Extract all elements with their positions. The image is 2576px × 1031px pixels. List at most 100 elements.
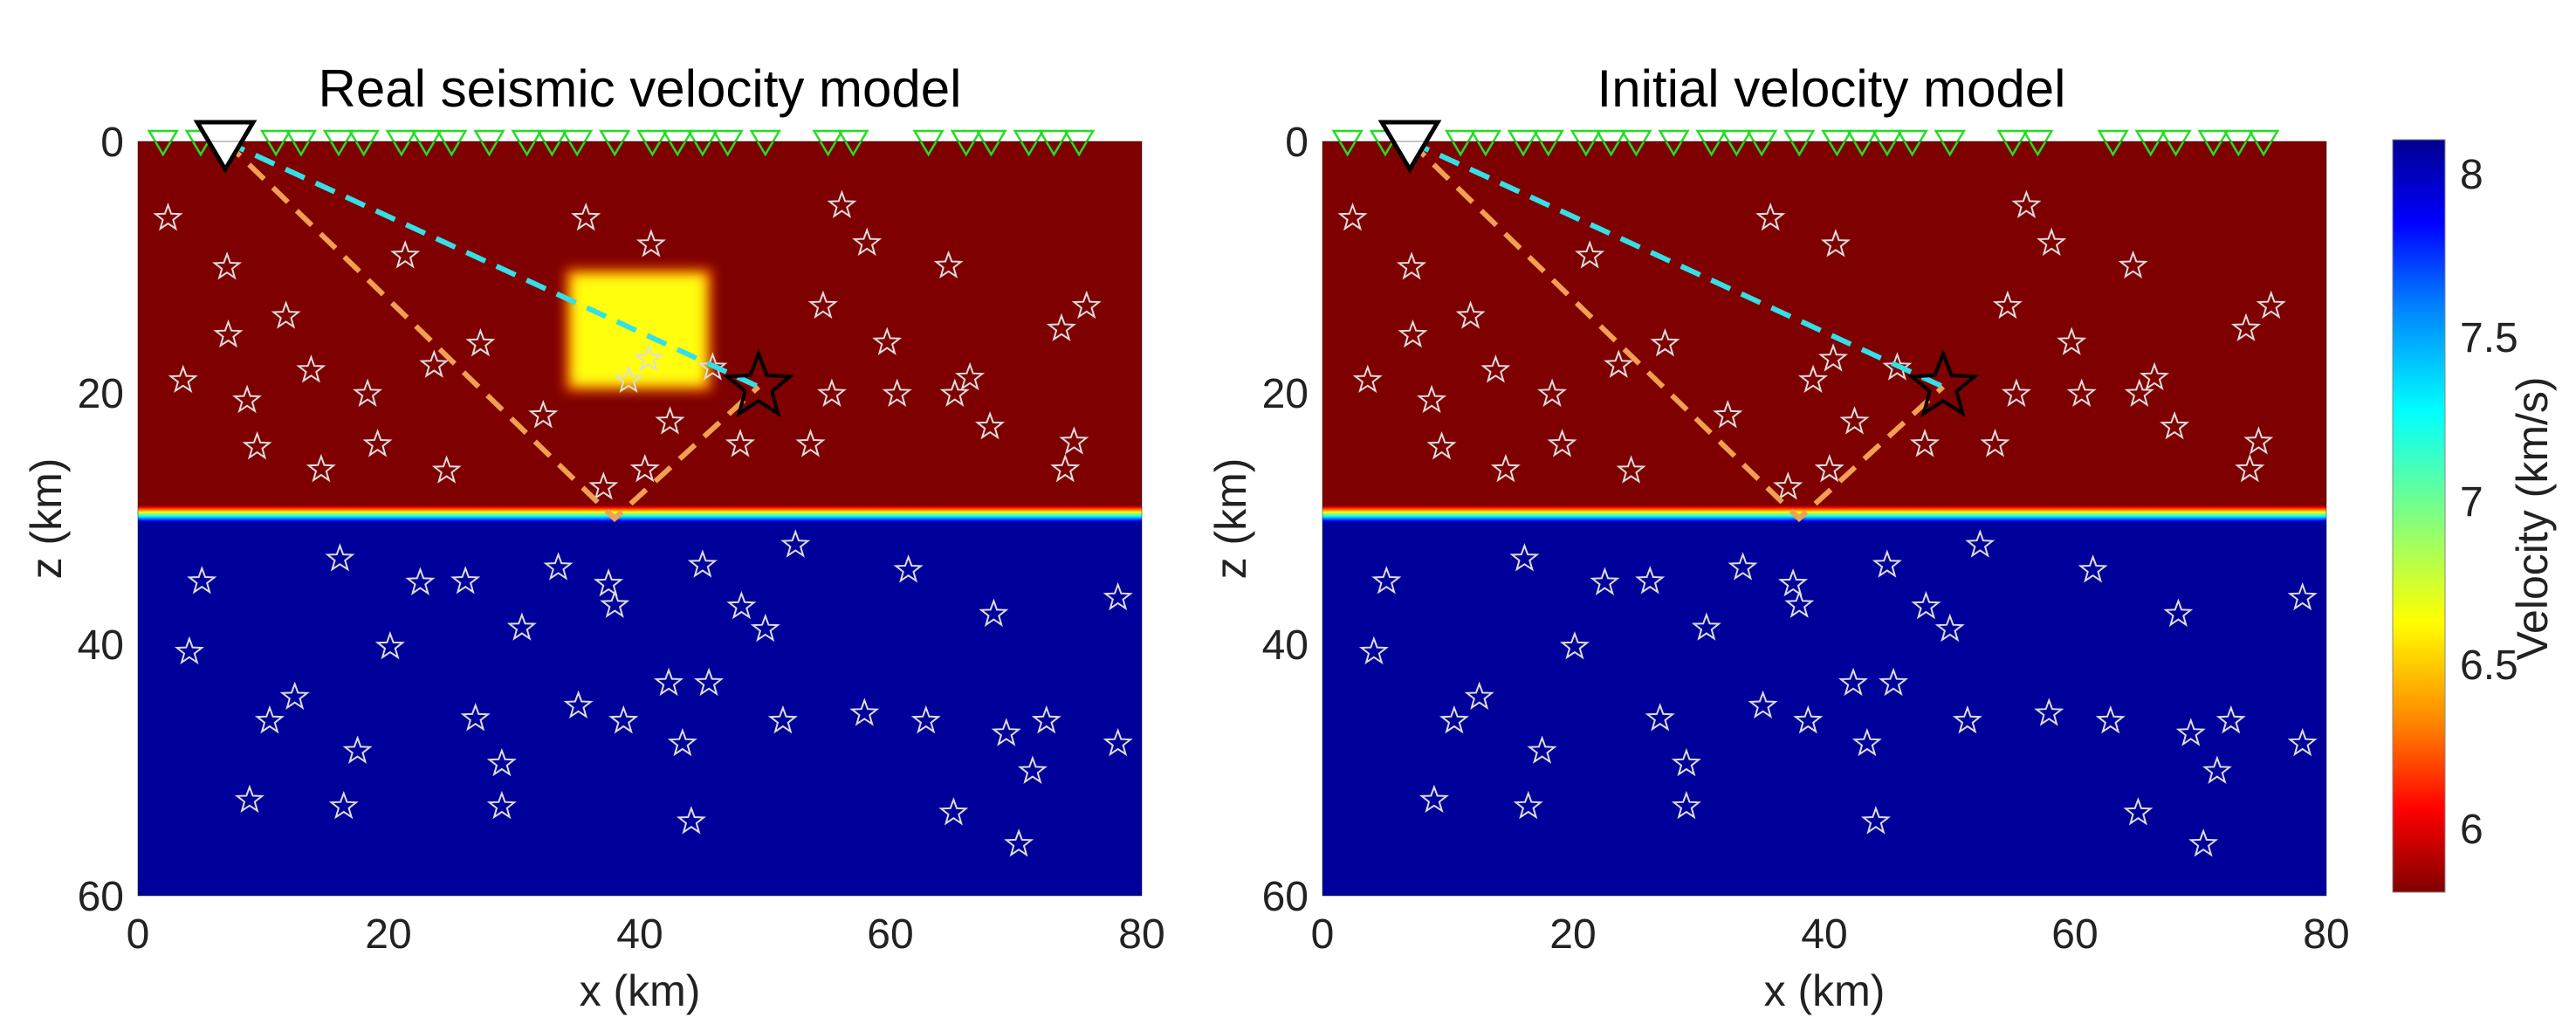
station-marker [812, 129, 844, 157]
event-star [767, 705, 798, 734]
reflected-ray [1407, 141, 1946, 523]
event-star [2215, 705, 2246, 734]
station-marker [1570, 129, 1603, 157]
event-star [543, 552, 574, 581]
event-star [1046, 313, 1077, 342]
station-marker [511, 129, 543, 157]
y-tick-label: 40 [1262, 622, 1309, 669]
event-star [667, 727, 697, 757]
station-marker [1996, 129, 2029, 157]
station-marker [2097, 129, 2129, 157]
y-tick-label: 60 [1262, 874, 1309, 920]
event-star [1992, 290, 2023, 320]
station-marker [410, 129, 443, 157]
y-axis-label: z (km) [1206, 458, 1255, 580]
event-star [2202, 755, 2232, 784]
colorbar-tick-label: 6.5 [2460, 643, 2518, 689]
station-marker [1595, 129, 1627, 157]
event-star [1547, 429, 1577, 457]
event-star [979, 598, 1009, 627]
event-star [1952, 705, 1982, 734]
event-star [1798, 364, 1829, 394]
station-marker [837, 129, 869, 157]
event-star [174, 636, 204, 665]
velocity-anomaly [566, 269, 711, 391]
event-star [1513, 790, 1543, 820]
station-marker [2222, 129, 2255, 157]
event-star [1872, 549, 1902, 578]
event-star [795, 429, 826, 457]
event-star [2011, 189, 2042, 218]
station-marker [1871, 129, 1904, 157]
x-tick-label: 20 [1549, 911, 1596, 958]
event-star [1490, 453, 1521, 483]
event-star [655, 406, 685, 435]
crust-layer [1322, 141, 2326, 510]
event-star [588, 471, 619, 500]
y-axis-label: z (km) [22, 458, 71, 580]
event-star [342, 735, 373, 764]
velocity-interface [138, 505, 1142, 523]
event-star [1965, 529, 1996, 558]
mantle-layer [1322, 519, 2326, 896]
event-stars [153, 189, 1133, 857]
station-marker [560, 129, 594, 157]
event-star [1439, 705, 1469, 734]
event-star [1371, 566, 1402, 595]
event-star [2066, 378, 2097, 407]
event-star [893, 554, 924, 583]
colorbar-tick-labels: 6 6.5 7 7.5 8 [2460, 152, 2518, 853]
colorbar-tick-label: 6 [2460, 807, 2483, 853]
event-star [1671, 790, 1701, 820]
event-star [1909, 429, 1941, 457]
event-star [1103, 581, 1133, 611]
mantle-layer [138, 519, 1142, 896]
event-star [600, 589, 630, 618]
event-star [465, 327, 496, 357]
event-star [2175, 718, 2206, 746]
station-marker [1507, 129, 1540, 157]
event-star [991, 718, 1021, 746]
y-tick-label: 40 [78, 622, 124, 669]
station-marker [686, 129, 719, 157]
event-star [2287, 727, 2318, 757]
highlight-event-star [722, 348, 795, 418]
event-star [1559, 630, 1590, 660]
event-star [1464, 681, 1494, 710]
station-marker [661, 129, 694, 157]
event-star [594, 567, 624, 597]
event-star [2188, 828, 2219, 857]
station-marker [1745, 129, 1778, 157]
station-marker [1469, 129, 1502, 157]
event-star [528, 399, 559, 429]
event-star [212, 251, 243, 280]
event-star [254, 705, 285, 734]
event-star [1778, 567, 1809, 597]
event-star [1650, 327, 1680, 357]
event-star [1071, 290, 1102, 320]
highlight-event-star [1906, 348, 1980, 418]
event-star [2118, 250, 2148, 279]
event-star [232, 384, 263, 414]
event-star [296, 354, 326, 383]
event-star [1860, 806, 1891, 835]
event-star [450, 566, 481, 595]
event-star [1691, 612, 1721, 641]
y-tick-label: 0 [1285, 120, 1309, 166]
event-star [2095, 705, 2126, 734]
x-tick-label: 20 [365, 911, 411, 958]
station-marker [1013, 129, 1045, 157]
panel-initial-model: Initial velocity model x (km) z (km) 0 2… [1206, 59, 2350, 1015]
station-marker [711, 129, 744, 157]
event-star [1755, 202, 1786, 231]
station-marker [912, 129, 945, 157]
event-star [750, 613, 780, 643]
event-star [1426, 430, 1457, 460]
station-marker [1444, 129, 1477, 157]
station-marker [1331, 129, 1364, 157]
event-star [2243, 426, 2274, 455]
station-marker [1620, 129, 1652, 157]
event-star [1509, 543, 1540, 572]
y-tick-labels: 0 20 40 60 [1262, 120, 1309, 920]
